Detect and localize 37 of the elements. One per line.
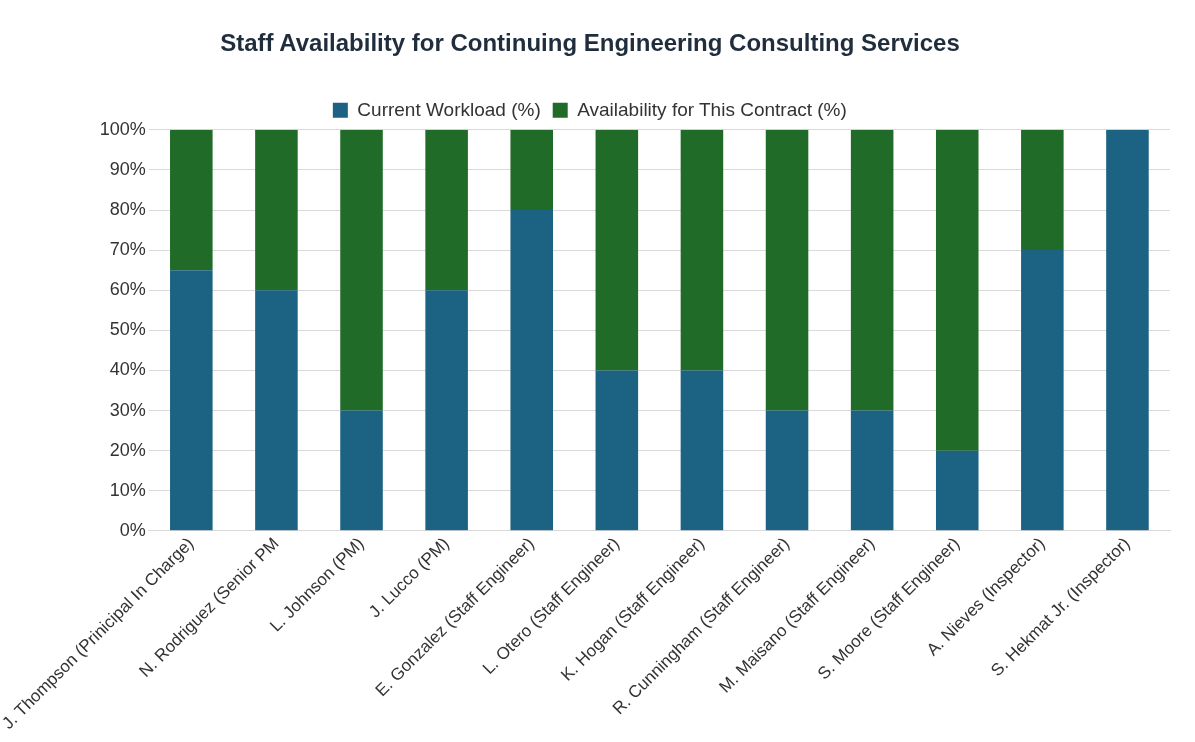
legend-label: Availability for This Contract (%) [577, 98, 847, 120]
y-tick-label: 10% [109, 479, 146, 500]
bar [510, 210, 553, 531]
bar [935, 450, 979, 531]
y-tick-label: 100% [99, 118, 146, 139]
bar [765, 129, 809, 411]
y-tick-label: 90% [109, 158, 146, 179]
bar [340, 129, 383, 411]
bar [340, 410, 383, 531]
y-tick-label: 60% [109, 279, 146, 300]
y-tick-label: 20% [109, 439, 146, 460]
y-tick-label: 40% [109, 359, 146, 380]
y-tick-label: 70% [109, 239, 146, 260]
bar [425, 129, 468, 291]
bar [680, 129, 724, 371]
bar [510, 129, 553, 211]
y-tick-label: 30% [109, 399, 146, 420]
bar [680, 370, 724, 531]
bar [1021, 250, 1064, 531]
legend-label: Current Workload (%) [357, 98, 541, 120]
bar [765, 410, 809, 531]
bar [595, 129, 639, 371]
bar [170, 129, 213, 271]
bar [1021, 129, 1064, 251]
bar [1106, 129, 1149, 531]
bar [850, 410, 894, 531]
y-tick-label: 50% [109, 319, 146, 340]
bar [255, 290, 298, 531]
y-tick-label: 0% [119, 519, 146, 540]
bar [850, 129, 894, 411]
bar [935, 129, 979, 451]
chart-title: Staff Availability for Continuing Engineering Consulting Services [220, 29, 960, 57]
bar [595, 370, 639, 531]
bar [255, 129, 298, 291]
y-tick-label: 80% [109, 198, 146, 219]
bar [425, 290, 468, 531]
bar [170, 270, 213, 531]
